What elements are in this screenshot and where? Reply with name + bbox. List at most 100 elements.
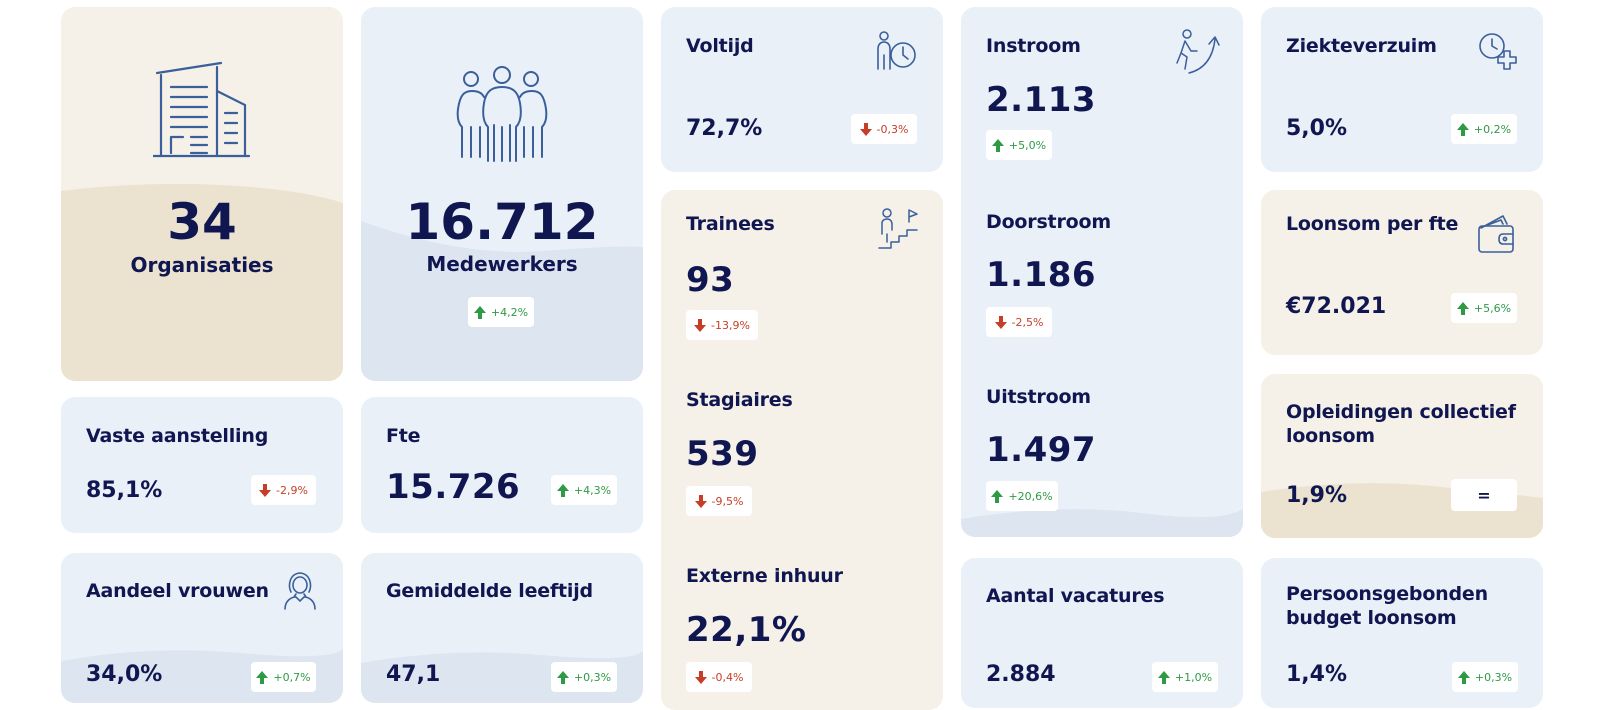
- loonsom-change: +5,6%: [1473, 301, 1512, 315]
- trainees-change-badge: -13,9%: [686, 310, 758, 340]
- gemiddelde-leeftijd-change: +0,3%: [573, 670, 612, 684]
- wallet-icon: [1477, 214, 1517, 254]
- organisaties-value: 34: [167, 193, 237, 251]
- uitstroom-change: +20,6%: [1008, 489, 1053, 503]
- externe-inhuur-change: -0,4%: [711, 670, 744, 684]
- vacatures-change-badge: +1,0%: [1152, 662, 1218, 692]
- doorstroom-label: Doorstroom: [986, 211, 1111, 233]
- opleidingen-value: 1,9%: [1286, 483, 1348, 508]
- externe-inhuur-label: Externe inhuur: [686, 565, 843, 587]
- pgb-value: 1,4%: [1286, 662, 1348, 687]
- arrow-up-icon: [556, 483, 569, 497]
- gemiddelde-leeftijd-label: Gemiddelde leeftijd: [386, 580, 593, 602]
- arrow-down-icon: [694, 670, 707, 684]
- trainees-value: 93: [686, 260, 735, 300]
- card-persoonsgebonden-budget[interactable]: Persoonsgebonden budget loonsom 1,4% +0,…: [1261, 558, 1543, 708]
- aandeel-vrouwen-value: 34,0%: [86, 662, 163, 687]
- vacatures-label: Aantal vacatures: [986, 585, 1165, 607]
- arrow-up-icon: [991, 138, 1004, 152]
- decorative-wave: [961, 509, 1243, 537]
- medewerkers-value: 16.712: [405, 193, 599, 251]
- people-group-icon: [454, 65, 550, 163]
- card-loonsom-per-fte[interactable]: Loonsom per fte €72.021 +5,6%: [1261, 190, 1543, 355]
- card-trainees-stagiaires-inhuur[interactable]: Trainees 93 -13,9% Stagiaires 539 -9,5% …: [661, 190, 943, 710]
- instroom-value: 2.113: [986, 80, 1097, 120]
- person-clock-icon: [875, 31, 919, 71]
- card-fte[interactable]: Fte 15.726 +4,3%: [361, 397, 643, 533]
- instroom-change: +5,0%: [1008, 138, 1047, 152]
- uitstroom-label: Uitstroom: [986, 386, 1091, 408]
- loonsom-change-badge: +5,6%: [1451, 293, 1517, 323]
- arrow-down-icon: [694, 494, 707, 508]
- fte-change: +4,3%: [573, 483, 612, 497]
- opleidingen-change-badge: =: [1451, 479, 1517, 511]
- pgb-label-line1: Persoonsgebonden: [1286, 583, 1488, 605]
- uitstroom-change-badge: +20,6%: [986, 481, 1058, 511]
- pgb-change-badge: +0,3%: [1452, 662, 1518, 692]
- arrow-down-icon: [259, 483, 272, 497]
- aandeel-vrouwen-change-badge: +0,7%: [251, 662, 316, 692]
- clock-plus-icon: [1477, 31, 1519, 73]
- card-aantal-vacatures[interactable]: Aantal vacatures 2.884 +1,0%: [961, 558, 1243, 708]
- card-aandeel-vrouwen[interactable]: Aandeel vrouwen 34,0% +0,7%: [61, 553, 343, 703]
- medewerkers-label: Medewerkers: [426, 252, 578, 276]
- woman-icon: [282, 570, 318, 610]
- voltijd-change-badge: -0,3%: [851, 114, 917, 144]
- aandeel-vrouwen-change: +0,7%: [273, 670, 311, 684]
- person-climbing-stairs-icon: [877, 208, 919, 250]
- gemiddelde-leeftijd-value: 47,1: [386, 662, 441, 687]
- office-building-icon: [153, 61, 253, 161]
- arrow-up-icon: [991, 489, 1004, 503]
- uitstroom-value: 1.497: [986, 430, 1097, 470]
- aandeel-vrouwen-label: Aandeel vrouwen: [86, 580, 269, 602]
- vaste-aanstelling-value: 85,1%: [86, 478, 163, 503]
- ziekteverzuim-change-badge: +0,2%: [1451, 114, 1517, 144]
- arrow-down-icon: [994, 315, 1007, 329]
- decorative-wave: [61, 183, 343, 381]
- stagiaires-label: Stagiaires: [686, 389, 793, 411]
- vaste-aanstelling-change-badge: -2,9%: [251, 475, 316, 505]
- doorstroom-value: 1.186: [986, 255, 1097, 295]
- card-instroom-doorstroom-uitstroom[interactable]: Instroom 2.113 +5,0% Doorstroom 1.186 -2…: [961, 7, 1243, 537]
- arrow-up-icon: [473, 305, 486, 319]
- externe-inhuur-change-badge: -0,4%: [686, 662, 752, 692]
- card-organisaties[interactable]: 34 Organisaties: [61, 7, 343, 381]
- trainees-change: -13,9%: [711, 318, 750, 332]
- medewerkers-change: +4,2%: [490, 305, 529, 319]
- card-ziekteverzuim[interactable]: Ziekteverzuim 5,0% +0,2%: [1261, 7, 1543, 172]
- pgb-change: +0,3%: [1474, 670, 1513, 684]
- card-opleidingen[interactable]: Opleidingen collectief loonsom 1,9% =: [1261, 374, 1543, 538]
- card-voltijd[interactable]: Voltijd 72,7% -0,3%: [661, 7, 943, 172]
- vaste-aanstelling-label: Vaste aanstelling: [86, 425, 269, 447]
- loonsom-value: €72.021: [1286, 294, 1387, 319]
- arrow-up-icon: [1157, 670, 1170, 684]
- arrow-up-icon: [1456, 301, 1469, 315]
- instroom-label: Instroom: [986, 35, 1081, 57]
- opleidingen-label-line1: Opleidingen collectief: [1286, 401, 1516, 423]
- arrow-down-icon: [859, 122, 872, 136]
- pgb-label-line2: budget loonsom: [1286, 607, 1457, 629]
- stagiaires-value: 539: [686, 434, 759, 474]
- arrow-down-icon: [694, 318, 707, 332]
- gemiddelde-leeftijd-change-badge: +0,3%: [551, 662, 617, 692]
- card-vaste-aanstelling[interactable]: Vaste aanstelling 85,1% -2,9%: [61, 397, 343, 533]
- voltijd-change: -0,3%: [876, 122, 909, 136]
- opleidingen-change: =: [1477, 485, 1491, 505]
- organisaties-label: Organisaties: [130, 253, 274, 277]
- ziekteverzuim-value: 5,0%: [1286, 116, 1348, 141]
- arrow-up-icon: [556, 670, 569, 684]
- card-gemiddelde-leeftijd[interactable]: Gemiddelde leeftijd 47,1 +0,3%: [361, 553, 643, 703]
- ziekteverzuim-label: Ziekteverzuim: [1286, 35, 1437, 57]
- opleidingen-label-line2: loonsom: [1286, 425, 1375, 447]
- vaste-aanstelling-change: -2,9%: [276, 483, 308, 497]
- voltijd-value: 72,7%: [686, 116, 763, 141]
- stagiaires-change-badge: -9,5%: [686, 486, 752, 516]
- arrow-up-icon: [256, 670, 269, 684]
- card-medewerkers[interactable]: 16.712 Medewerkers +4,2%: [361, 7, 643, 381]
- person-walking-arrow-icon: [1173, 29, 1221, 77]
- externe-inhuur-value: 22,1%: [686, 610, 807, 650]
- fte-change-badge: +4,3%: [551, 475, 617, 505]
- loonsom-label: Loonsom per fte: [1286, 213, 1459, 235]
- instroom-change-badge: +5,0%: [986, 130, 1052, 160]
- voltijd-label: Voltijd: [686, 35, 754, 57]
